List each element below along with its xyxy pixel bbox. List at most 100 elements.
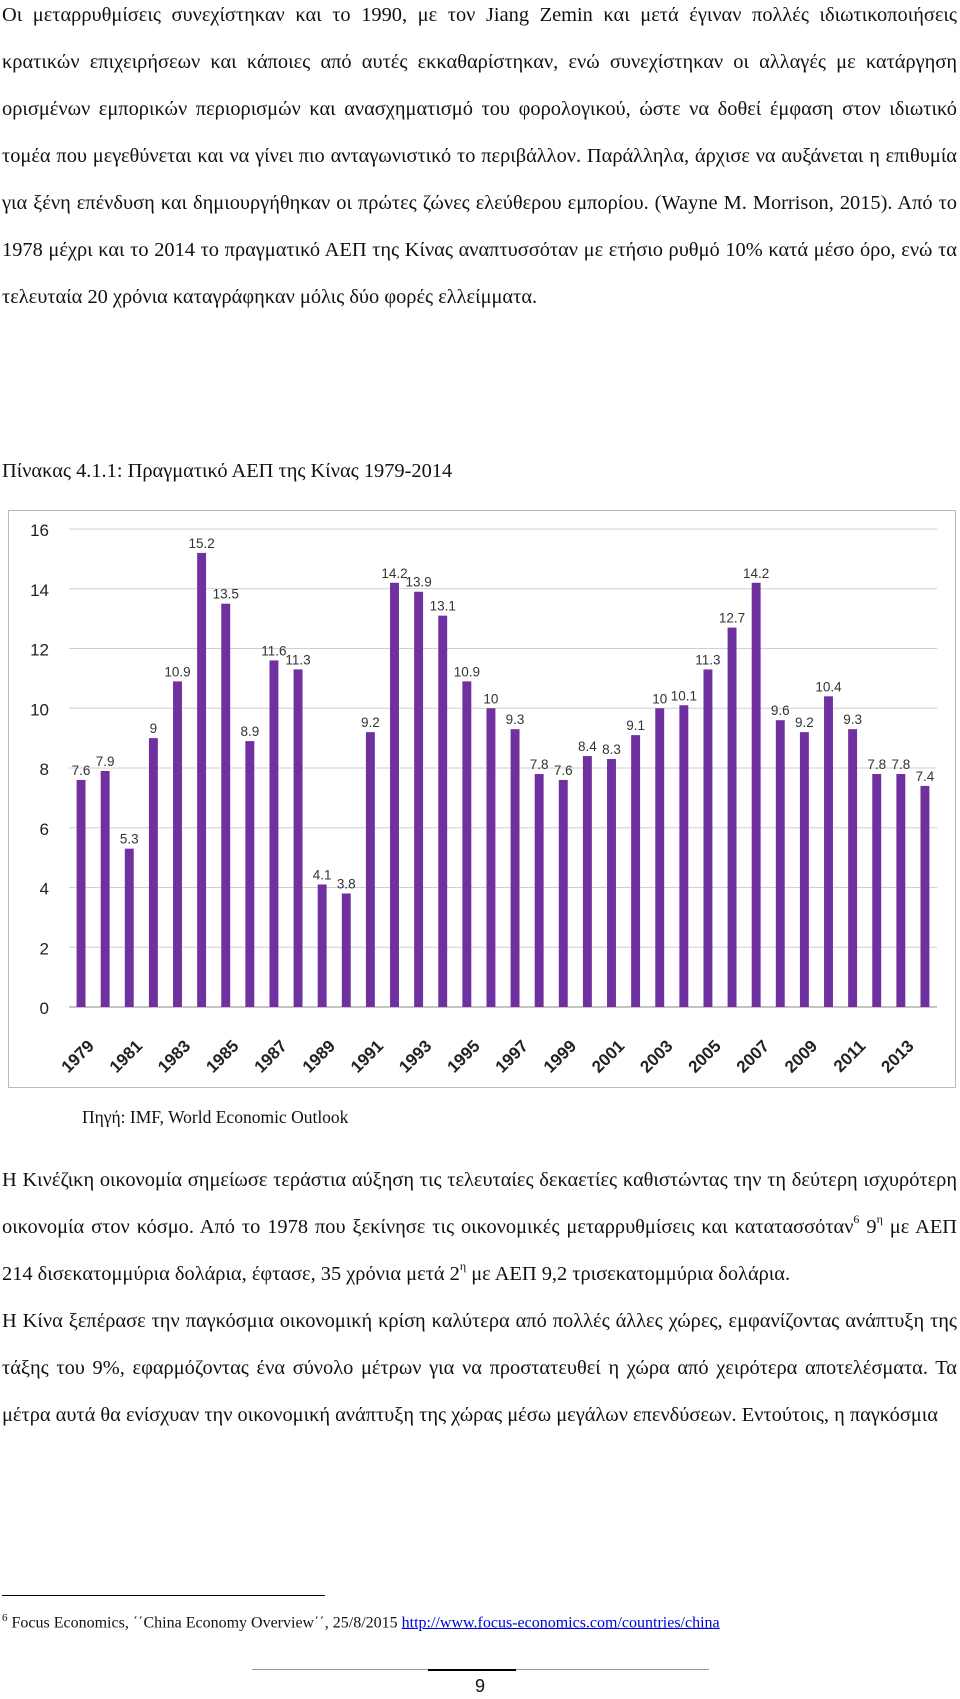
x-tick-label: 2007 [733,1036,773,1076]
bar [462,681,472,1007]
bar [751,582,761,1007]
data-label: 9.3 [506,712,525,727]
data-label: 10 [652,691,667,706]
data-label: 3.8 [337,876,356,891]
data-label: 12.7 [719,611,745,626]
y-tick-label: 0 [40,999,49,1018]
data-label: 9.2 [361,715,380,730]
y-tick-label: 4 [40,880,49,899]
x-tick-label: 1989 [299,1036,339,1076]
bar [872,773,882,1007]
bar [679,705,689,1007]
x-tick-label: 2013 [877,1036,917,1076]
data-label: 9.1 [626,718,645,733]
bar [510,729,520,1007]
footnote-text: Focus Economics, ΄΄China Economy Overvie… [7,1614,402,1632]
data-label: 7.4 [916,769,935,784]
bar [269,660,279,1007]
bar [414,591,424,1007]
gdp-chart: 0 2 4 6 8 10 12 14 16 7.6 7.9 5.3 9 10.9 15.2 13.5 8.9 11… [8,510,956,1088]
data-label: 10.9 [454,664,480,679]
paragraph-economy-text: Η Κινέζικη οικονομία σημείωσε τεράστια α… [2,1157,957,1298]
page-footer-rule-accent [428,1669,516,1671]
bar [896,773,906,1007]
ordinal-suffix: η [876,1212,883,1227]
x-tick-label: 1995 [443,1036,483,1076]
data-label: 10.4 [815,679,842,694]
y-tick-label: 10 [30,700,49,719]
paragraph-economy: Η Κινέζικη οικονομία σημείωσε τεράστια α… [2,1157,957,1439]
bar [920,785,930,1007]
x-tick-label: 2003 [636,1036,676,1076]
source-note: Πηγή: IMF, World Economic Outlook [82,1107,349,1127]
data-label: 14.2 [743,566,769,581]
bar [824,696,833,1007]
x-tick-label: 1991 [347,1036,387,1076]
data-label: 13.1 [430,599,456,614]
paragraph-crisis: Η Κίνα ξεπέρασε την παγκόσμια οικονομική… [2,1310,957,1426]
data-label: 7.6 [72,763,91,778]
bar [727,627,737,1007]
economy-text-2: 9 [859,1216,877,1238]
footnote-link[interactable]: http://www.focus-economics.com/countries… [401,1614,720,1632]
paragraph-text: Οι μεταρρυθμίσεις συνεχίστηκαν και το 19… [2,4,957,308]
bar [293,669,303,1007]
data-label: 11.3 [695,652,720,667]
footnote: 6 Focus Economics, ΄΄China Economy Overv… [2,1612,720,1632]
bar [703,669,713,1007]
data-label: 7.8 [867,757,886,772]
x-tick-label: 2005 [685,1036,725,1076]
y-tick-label: 14 [30,581,49,600]
bar [848,729,858,1007]
data-label: 10.1 [671,688,697,703]
x-tick-label: 1983 [154,1036,194,1076]
bar [775,720,785,1007]
data-label: 9.3 [843,712,862,727]
x-tick-label: 1979 [58,1036,98,1076]
bar [341,893,351,1007]
ordinal-suffix: η [459,1259,467,1274]
bar [655,708,665,1007]
footnote-number: 6 [2,1612,8,1624]
data-label: 8.4 [578,739,597,754]
x-tick-label: 1999 [540,1036,580,1076]
x-tick-label: 1993 [395,1036,435,1076]
x-tick-label: 1985 [202,1036,242,1076]
data-label: 11.6 [261,643,286,658]
page-number: 9 [474,1676,485,1696]
data-label: 9.6 [771,703,790,718]
bar [799,732,809,1007]
x-tick-label: 2001 [588,1036,628,1076]
x-tick-label: 1997 [492,1036,532,1076]
data-label: 7.6 [554,763,573,778]
y-tick-label: 16 [30,521,49,540]
x-tick-label: 1981 [106,1036,146,1076]
data-label: 5.3 [120,832,139,847]
bar [607,759,616,1007]
bar [221,603,231,1007]
data-label: 8.9 [240,724,259,739]
data-label: 13.9 [405,575,431,590]
economy-text-4: με ΑΕΠ 9,2 τρισεκατομμύρια δολάρια. [466,1263,791,1285]
footnote-divider [2,1595,325,1596]
data-label: 7.8 [530,757,549,772]
bar [173,681,182,1007]
economy-text-3: με ΑΕΠ 214 δισεκατομμύρια δολάρια, έφτασ… [2,1216,957,1285]
data-label: 9.2 [795,715,814,730]
footnote-reference: 6 [853,1212,860,1227]
bar [100,770,110,1007]
y-tick-label: 12 [30,641,49,660]
y-tick-label: 6 [40,820,49,839]
data-label: 7.9 [96,754,115,769]
bar [317,884,327,1007]
paragraph-reforms: Οι μεταρρυθμίσεις συνεχίστηκαν και το 19… [2,0,957,321]
x-tick-label: 2009 [781,1036,821,1076]
data-label: 10.9 [164,664,190,679]
y-tick-label: 8 [40,760,49,779]
data-label: 11.3 [285,652,310,667]
bar [631,735,641,1007]
bar [148,738,158,1007]
x-tick-label: 1987 [251,1036,291,1076]
economy-text-1: Η Κινέζικη οικονομία σημείωσε τεράστια α… [2,1169,957,1238]
bar [390,582,399,1007]
